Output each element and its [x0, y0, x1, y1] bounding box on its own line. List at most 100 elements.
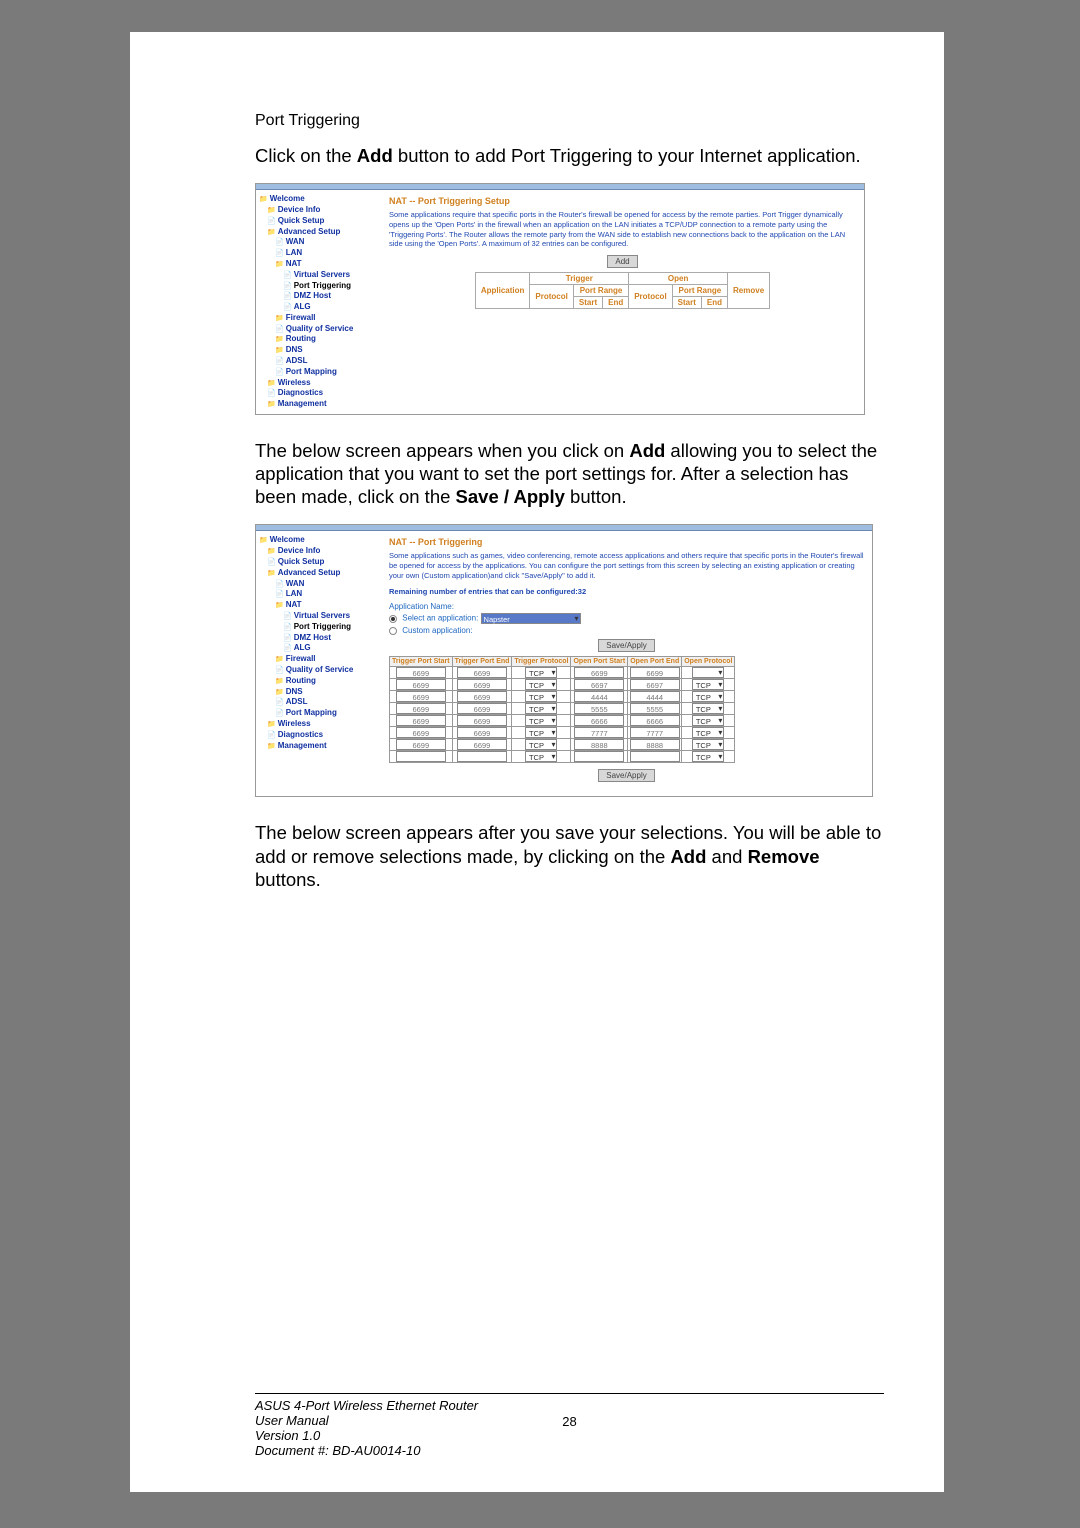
tree-port-triggering[interactable]: Port Triggering — [259, 281, 378, 292]
tp-select[interactable]: TCP — [525, 667, 557, 678]
tree-device-info[interactable]: Device Info — [259, 546, 378, 557]
tree-virtual-servers[interactable]: Virtual Servers — [259, 270, 378, 281]
tree-diagnostics[interactable]: Diagnostics — [259, 730, 378, 741]
tps-input[interactable]: 6699 — [396, 727, 446, 738]
tps-input[interactable]: 6699 — [396, 679, 446, 690]
ope-input[interactable]: 5555 — [630, 703, 680, 714]
tree-lan[interactable]: LAN — [259, 248, 378, 259]
tp-select[interactable]: TCP — [525, 679, 557, 690]
ops-input[interactable]: 6666 — [574, 715, 624, 726]
tree-welcome[interactable]: Welcome — [259, 194, 378, 205]
tree-alg[interactable]: ALG — [259, 643, 378, 654]
ope-input[interactable]: 6666 — [630, 715, 680, 726]
tps-input[interactable] — [396, 751, 446, 762]
tp-select[interactable]: TCP — [525, 691, 557, 702]
tree-dns[interactable]: DNS — [259, 687, 378, 698]
tree-port-mapping[interactable]: Port Mapping — [259, 367, 378, 378]
op-select[interactable]: TCP — [692, 691, 724, 702]
tpe-input[interactable]: 6699 — [457, 691, 507, 702]
tree-management[interactable]: Management — [259, 741, 378, 752]
tree-diagnostics[interactable]: Diagnostics — [259, 388, 378, 399]
tree-qos[interactable]: Quality of Service — [259, 665, 378, 676]
tpe-input[interactable]: 6699 — [457, 727, 507, 738]
tree-virtual-servers[interactable]: Virtual Servers — [259, 611, 378, 622]
op-select[interactable]: TCP — [692, 679, 724, 690]
tree-wan[interactable]: WAN — [259, 237, 378, 248]
tps-input[interactable]: 6699 — [396, 703, 446, 714]
tps-input[interactable]: 6699 — [396, 715, 446, 726]
ope-input[interactable] — [630, 751, 680, 762]
save-apply-button[interactable]: Save/Apply — [598, 639, 654, 652]
tpe-input[interactable] — [457, 751, 507, 762]
ops-input[interactable]: 5555 — [574, 703, 624, 714]
tree-nat[interactable]: NAT — [259, 259, 378, 270]
tree-firewall[interactable]: Firewall — [259, 313, 378, 324]
ops-input[interactable] — [574, 751, 624, 762]
tree-adsl[interactable]: ADSL — [259, 356, 378, 367]
tree-lan[interactable]: LAN — [259, 589, 378, 600]
tp-select[interactable]: TCP — [525, 703, 557, 714]
tree-device-info[interactable]: Device Info — [259, 205, 378, 216]
ope-input[interactable]: 8888 — [630, 739, 680, 750]
tree-routing[interactable]: Routing — [259, 676, 378, 687]
radio-custom-app[interactable] — [389, 627, 397, 635]
text: button to add Port Triggering to your In… — [393, 145, 861, 166]
tree-qos[interactable]: Quality of Service — [259, 324, 378, 335]
tree-welcome[interactable]: Welcome — [259, 535, 378, 546]
tree-routing[interactable]: Routing — [259, 334, 378, 345]
ope-input[interactable]: 7777 — [630, 727, 680, 738]
tree-advanced-setup[interactable]: Advanced Setup — [259, 227, 378, 238]
add-button[interactable]: Add — [607, 255, 637, 268]
tpe-input[interactable]: 6699 — [457, 667, 507, 678]
intro-text: Click on the Add button to add Port Trig… — [255, 144, 884, 167]
app-select[interactable]: Napster — [481, 613, 581, 624]
panel-heading: NAT -- Port Triggering Setup — [389, 196, 856, 206]
tp-select[interactable]: TCP — [525, 715, 557, 726]
ope-input[interactable]: 6699 — [630, 667, 680, 678]
op-select[interactable] — [692, 667, 724, 678]
tree-advanced-setup[interactable]: Advanced Setup — [259, 568, 378, 579]
tree-management[interactable]: Management — [259, 399, 378, 410]
tp-select[interactable]: TCP — [525, 727, 557, 738]
tree-quick-setup[interactable]: Quick Setup — [259, 557, 378, 568]
ops-input[interactable]: 6697 — [574, 679, 624, 690]
save-apply-button-2[interactable]: Save/Apply — [598, 769, 654, 782]
radio-select-app[interactable] — [389, 615, 397, 623]
tree-alg[interactable]: ALG — [259, 302, 378, 313]
op-select[interactable]: TCP — [692, 727, 724, 738]
tree-dmz-host[interactable]: DMZ Host — [259, 291, 378, 302]
tree-dns[interactable]: DNS — [259, 345, 378, 356]
ops-input[interactable]: 4444 — [574, 691, 624, 702]
tree-wireless[interactable]: Wireless — [259, 378, 378, 389]
tree-nat[interactable]: NAT — [259, 600, 378, 611]
tp-select[interactable]: TCP — [525, 751, 557, 762]
tree-firewall[interactable]: Firewall — [259, 654, 378, 665]
bold: Remove — [748, 846, 820, 867]
op-select[interactable]: TCP — [692, 715, 724, 726]
tps-input[interactable]: 6699 — [396, 667, 446, 678]
ops-input[interactable]: 8888 — [574, 739, 624, 750]
tree-adsl[interactable]: ADSL — [259, 697, 378, 708]
op-select[interactable]: TCP — [692, 739, 724, 750]
tree-dmz-host[interactable]: DMZ Host — [259, 633, 378, 644]
tpe-input[interactable]: 6699 — [457, 715, 507, 726]
tree-wireless[interactable]: Wireless — [259, 719, 378, 730]
ops-input[interactable]: 7777 — [574, 727, 624, 738]
tps-input[interactable]: 6699 — [396, 739, 446, 750]
tree-port-mapping[interactable]: Port Mapping — [259, 708, 378, 719]
tpe-input[interactable]: 6699 — [457, 739, 507, 750]
ops-input[interactable]: 6699 — [574, 667, 624, 678]
tree-wan[interactable]: WAN — [259, 579, 378, 590]
op-select[interactable]: TCP — [692, 703, 724, 714]
tree-port-triggering[interactable]: Port Triggering — [259, 622, 378, 633]
op-select[interactable]: TCP — [692, 751, 724, 762]
ope-input[interactable]: 4444 — [630, 691, 680, 702]
tpe-input[interactable]: 6699 — [457, 679, 507, 690]
ope-input[interactable]: 6697 — [630, 679, 680, 690]
tree-quick-setup[interactable]: Quick Setup — [259, 216, 378, 227]
tps-input[interactable]: 6699 — [396, 691, 446, 702]
tpe-input[interactable]: 6699 — [457, 703, 507, 714]
app-name-label: Application Name: — [389, 602, 864, 611]
tp-select[interactable]: TCP — [525, 739, 557, 750]
footer-line1: ASUS 4-Port Wireless Ethernet Router — [255, 1398, 884, 1413]
